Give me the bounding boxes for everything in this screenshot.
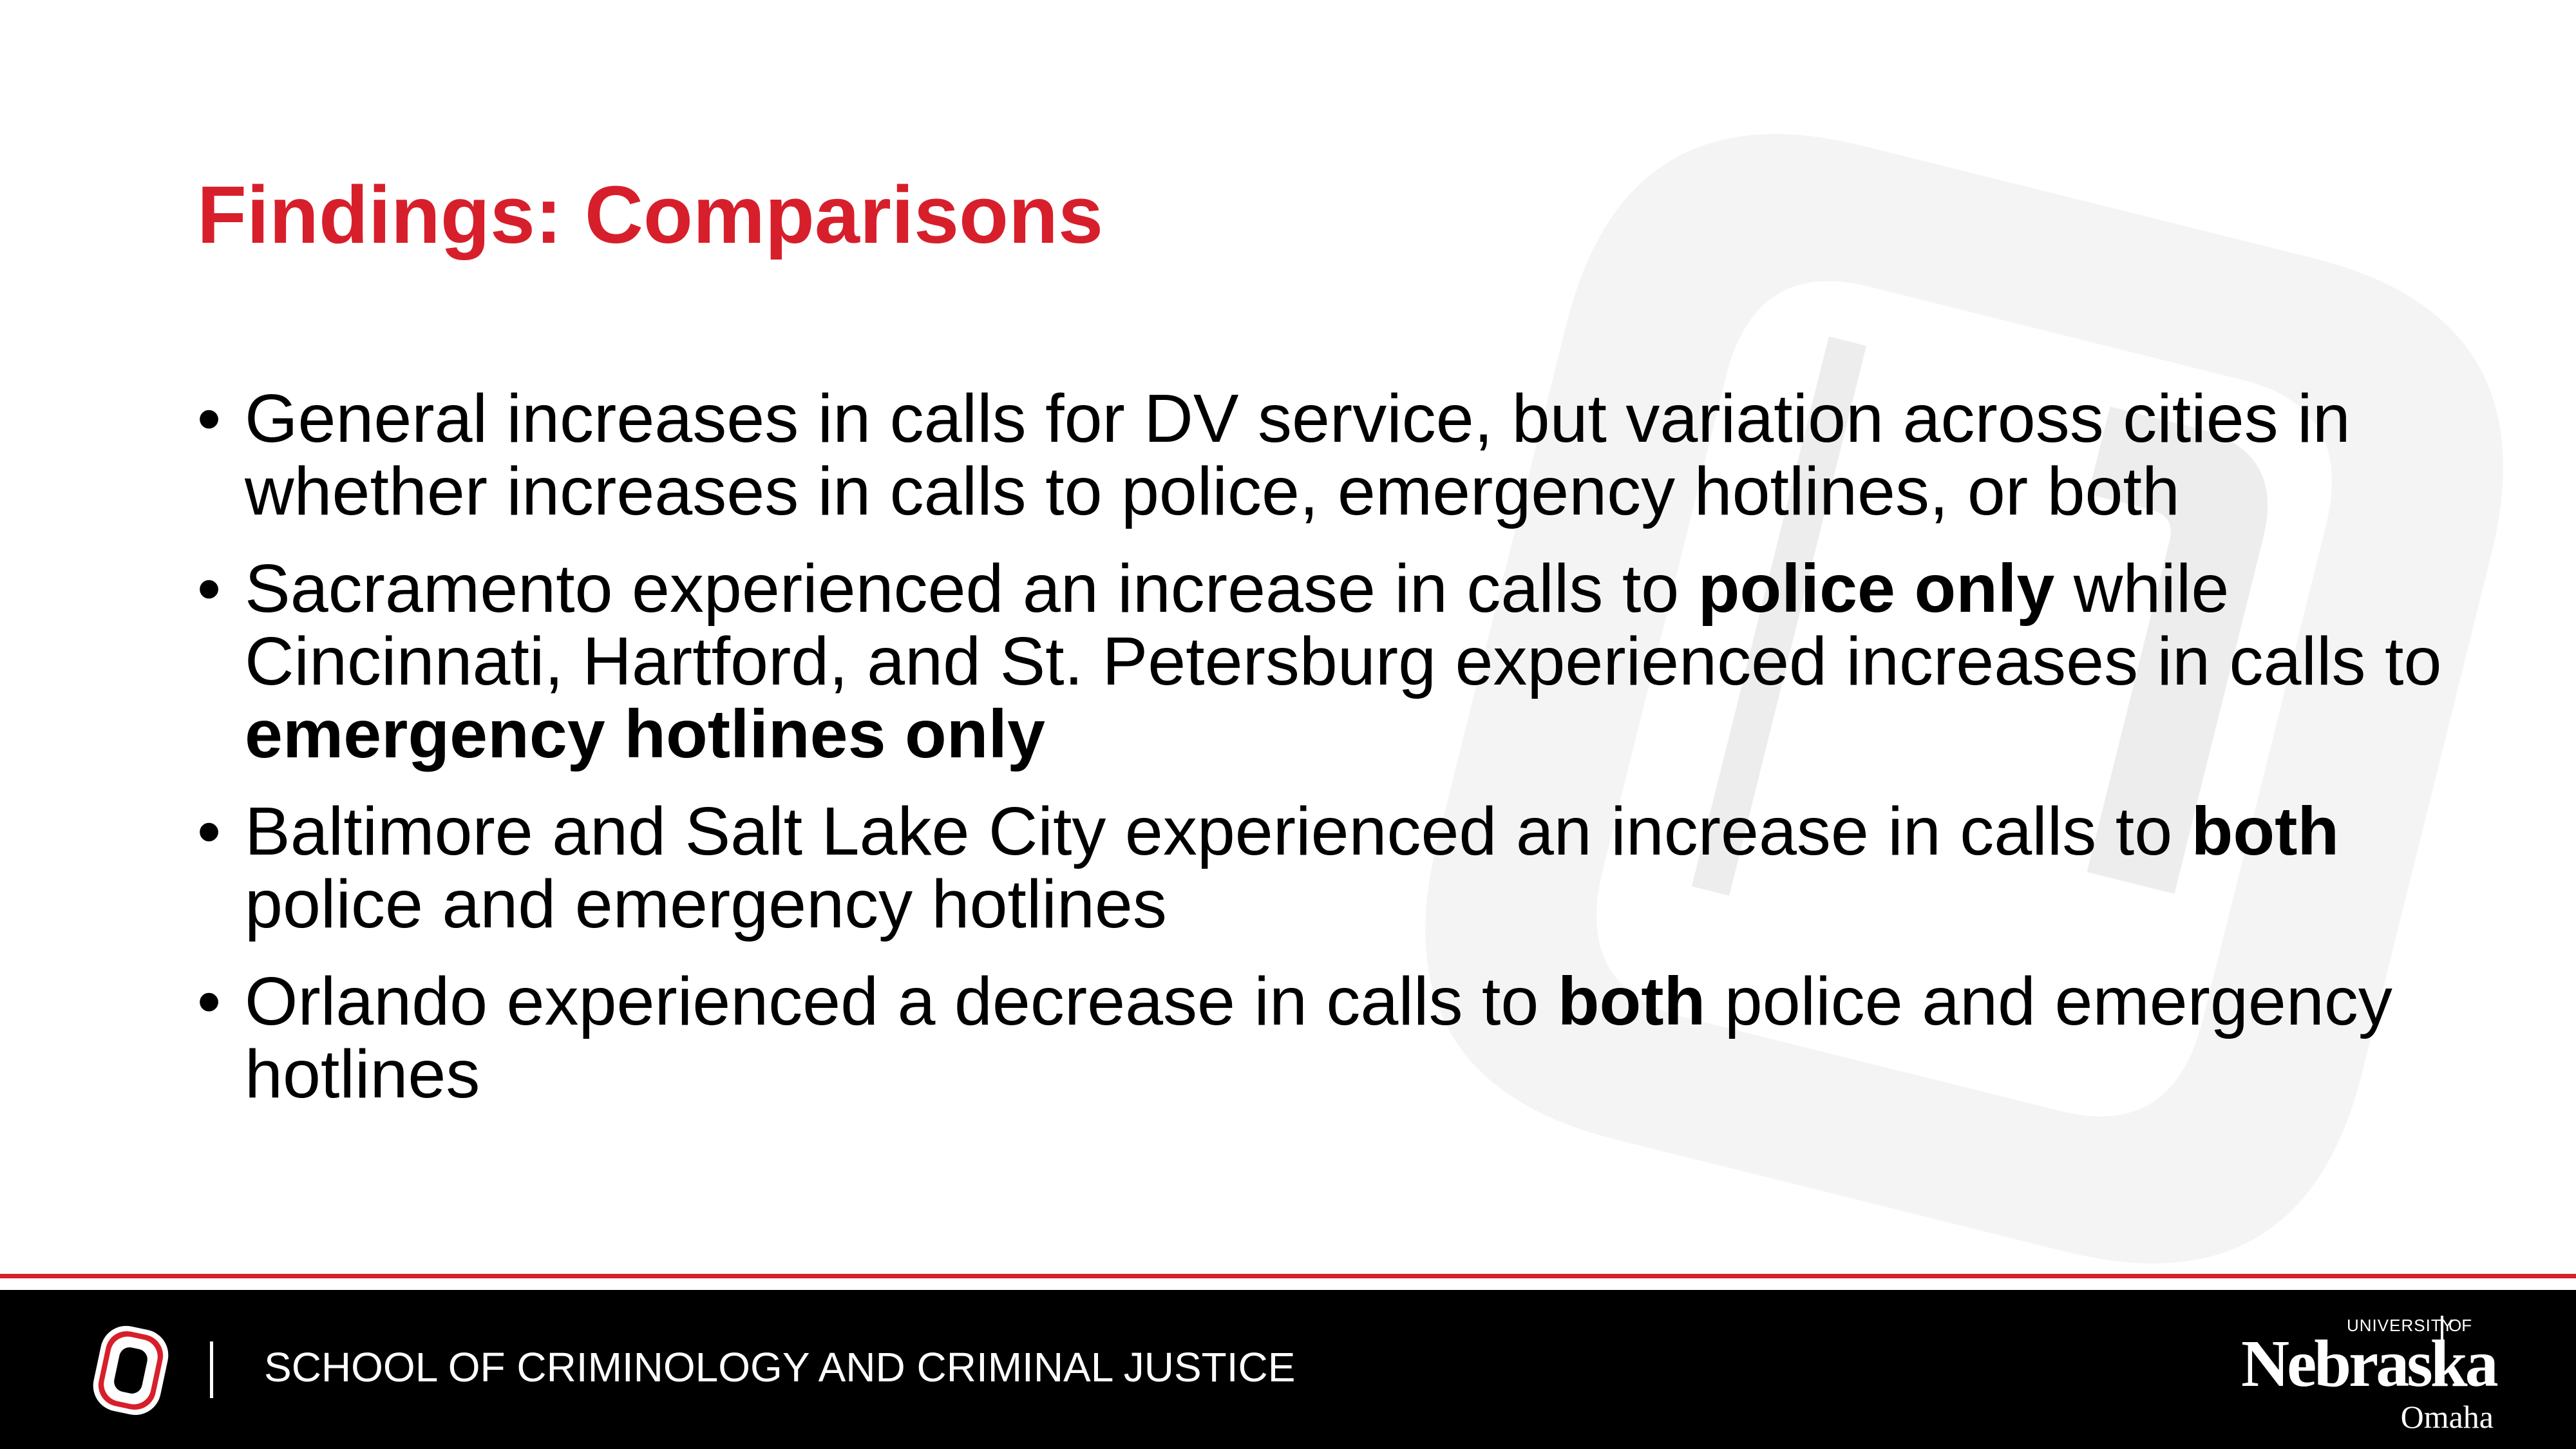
bullet-emphasis: both	[1557, 963, 1706, 1039]
logo-university-text: UNIVERSITY	[2347, 1316, 2454, 1335]
bullet-text: police and emergency hotlines	[245, 963, 2392, 1112]
logo-omaha-text: Omaha	[2400, 1399, 2494, 1435]
footer-divider-rule	[0, 1274, 2576, 1278]
bullet-item: • Sacramento experienced an increase in c…	[197, 553, 2451, 771]
bullet-item: • Orlando experienced a decrease in calls…	[197, 965, 2451, 1111]
bullet-item: • Baltimore and Salt Lake City experience…	[197, 795, 2451, 941]
bullet-text: General increases in calls for DV servic…	[245, 381, 2351, 529]
bullet-text: while Cincinnati, Hartford, and St. Pete…	[245, 551, 2442, 699]
footer-bar: SCHOOL OF CRIMINOLOGY AND CRIMINAL JUSTI…	[0, 1290, 2576, 1449]
bullet-text: Orlando experienced a decrease in calls …	[245, 963, 1558, 1039]
bullet-emphasis: emergency hotlines only	[245, 696, 1045, 772]
bullet-item: • General increases in calls for DV servi…	[197, 383, 2451, 528]
bullet-text: Sacramento experienced an increase in ca…	[245, 551, 1698, 627]
o-logo-watermark-icon	[1425, 134, 2503, 1264]
slide-title: Findings: Comparisons	[197, 169, 1104, 260]
university-nebraska-omaha-logo: UNIVERSITY OF Nebraska Omaha	[2241, 1316, 2499, 1435]
school-name: SCHOOL OF CRIMINOLOGY AND CRIMINAL JUSTI…	[264, 1344, 1296, 1390]
logo-of-text: OF	[2448, 1316, 2472, 1335]
uno-o-logo-icon	[93, 1325, 169, 1416]
logo-nebraska-text: Nebraska	[2241, 1327, 2499, 1401]
bullet-dot-icon: •	[197, 793, 222, 869]
bullet-list: • General increases in calls for DV servi…	[197, 383, 2451, 1135]
logo-bar	[2441, 1316, 2443, 1354]
bullet-emphasis: police only	[1698, 551, 2055, 627]
footer-separator	[210, 1341, 213, 1398]
bullet-dot-icon: •	[197, 551, 222, 627]
bullet-dot-icon: •	[197, 963, 222, 1039]
bullet-text: Baltimore and Salt Lake City experienced…	[245, 793, 2192, 869]
bullet-text: police and emergency hotlines	[245, 866, 1167, 942]
bullet-dot-icon: •	[197, 381, 222, 457]
bullet-emphasis: both	[2191, 793, 2340, 869]
